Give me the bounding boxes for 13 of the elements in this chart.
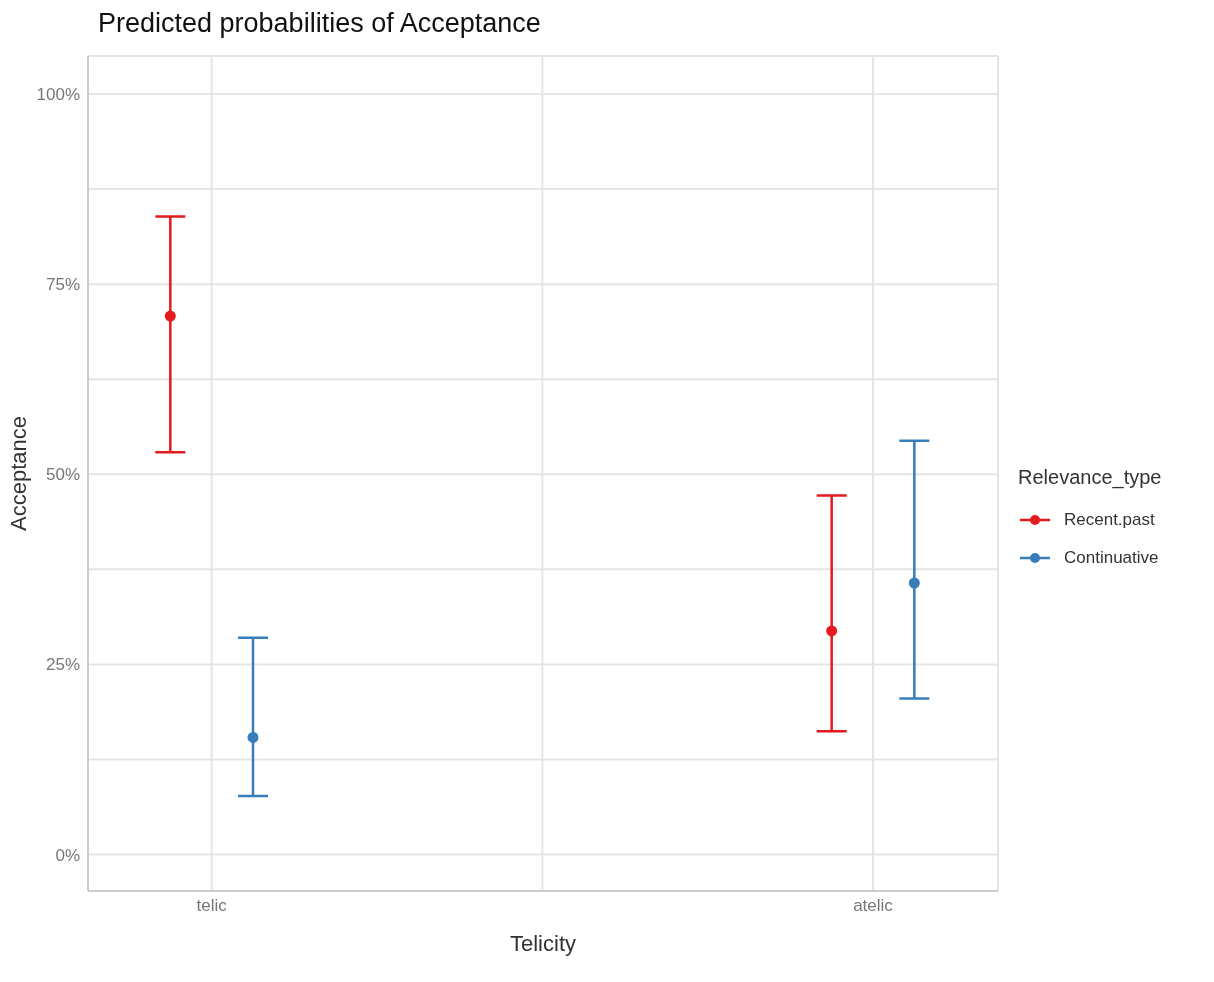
x-axis-title: Telicity [509, 931, 577, 956]
y-tick-label: 75% [45, 275, 80, 295]
chart-title: Predicted probabilities of Acceptance [97, 8, 542, 40]
y-tick-label: 0% [55, 845, 80, 865]
legend-label: Recent.past [1063, 509, 1156, 531]
y-tick-label: 50% [45, 465, 80, 485]
legend-label: Continuative [1063, 547, 1160, 569]
x-tick-label: telic [196, 896, 228, 916]
x-tick-label: atelic [853, 896, 894, 916]
y-tick-label: 25% [45, 655, 80, 675]
y-tick-label: 100% [36, 85, 80, 105]
legend-title: Relevance_type [1018, 466, 1162, 489]
y-axis-title: Acceptance [5, 416, 31, 531]
